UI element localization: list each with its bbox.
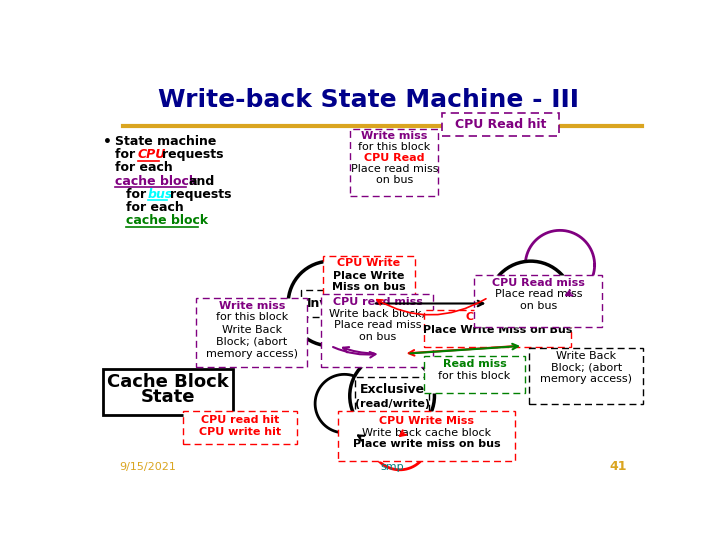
Text: Exclusive: Exclusive	[359, 383, 425, 396]
Bar	[497, 287, 564, 320]
Text: on bus: on bus	[376, 174, 413, 185]
Text: cache block: cache block	[127, 214, 209, 227]
Text: Block; (abort: Block; (abort	[216, 337, 287, 347]
Text: 41: 41	[609, 460, 627, 473]
Text: Write-back State Machine - III: Write-back State Machine - III	[158, 88, 580, 112]
Text: CPU write hit: CPU write hit	[199, 427, 281, 437]
Text: and: and	[189, 174, 215, 187]
Text: Write miss: Write miss	[361, 131, 428, 141]
Text: on bus: on bus	[520, 301, 557, 311]
Text: on bus: on bus	[359, 332, 396, 342]
Circle shape	[488, 261, 573, 346]
Text: cache block: cache block	[115, 174, 197, 187]
Text: Place read miss: Place read miss	[495, 289, 582, 299]
Text: for each: for each	[115, 161, 173, 174]
Text: Block; (abort: Block; (abort	[551, 362, 622, 373]
Text: for this block: for this block	[438, 371, 510, 381]
Text: memory access): memory access)	[206, 348, 298, 359]
Text: Place read miss: Place read miss	[351, 164, 438, 174]
Text: for: for	[127, 188, 151, 201]
Bar	[355, 377, 429, 415]
Text: requests: requests	[171, 188, 232, 201]
Text: 9/15/2021: 9/15/2021	[119, 462, 176, 472]
Text: (read/write): (read/write)	[355, 399, 430, 409]
Text: for this block: for this block	[359, 142, 431, 152]
Bar	[323, 256, 415, 296]
Text: Place Write: Place Write	[333, 271, 405, 281]
Text: Shared: Shared	[505, 292, 556, 305]
Text: Place read miss: Place read miss	[334, 320, 421, 330]
Bar	[321, 294, 433, 367]
Text: smp: smp	[380, 462, 404, 472]
Text: memory access): memory access)	[540, 374, 632, 384]
Text: CPU Read: CPU Read	[364, 153, 425, 163]
Text: State: State	[141, 388, 195, 407]
Bar	[425, 356, 525, 393]
Text: CPU Write: CPU Write	[466, 312, 529, 322]
Text: Invalid: Invalid	[307, 297, 354, 310]
Text: State machine: State machine	[115, 136, 216, 148]
Text: Write back cache block: Write back cache block	[362, 428, 491, 438]
Bar	[442, 112, 559, 136]
Text: Place Write Miss on Bus: Place Write Miss on Bus	[423, 325, 572, 335]
Bar	[474, 275, 601, 327]
Bar	[196, 298, 307, 367]
Text: CPU Read hit: CPU Read hit	[455, 118, 546, 131]
Text: CPU read hit: CPU read hit	[200, 415, 279, 425]
Text: Write Back: Write Back	[222, 326, 282, 335]
Text: Write Back: Write Back	[556, 351, 616, 361]
Text: for each: for each	[127, 201, 184, 214]
Text: for: for	[115, 148, 140, 161]
Text: CPU Read miss: CPU Read miss	[492, 278, 585, 288]
Text: for this block: for this block	[216, 312, 288, 322]
Text: Cache Block: Cache Block	[107, 373, 229, 391]
Text: requests: requests	[162, 148, 223, 161]
Bar	[350, 129, 438, 197]
Bar	[104, 369, 233, 415]
Text: Place write miss on bus: Place write miss on bus	[353, 440, 500, 449]
Circle shape	[350, 354, 434, 438]
Bar	[529, 348, 643, 403]
Text: CPU: CPU	[138, 148, 166, 161]
Text: Read miss: Read miss	[443, 359, 506, 369]
Text: (read/only): (read/only)	[496, 306, 565, 316]
Bar	[183, 411, 297, 444]
Bar	[301, 291, 360, 316]
Text: Miss on bus: Miss on bus	[332, 281, 406, 292]
Text: bus: bus	[148, 188, 174, 201]
Text: •: •	[104, 135, 112, 149]
Bar	[425, 309, 571, 347]
Text: CPU Write Miss: CPU Write Miss	[379, 416, 474, 426]
Bar	[338, 411, 516, 461]
Text: CPU Write: CPU Write	[338, 259, 400, 268]
Text: Write miss: Write miss	[219, 301, 285, 311]
Circle shape	[288, 261, 373, 346]
Text: CPU read miss: CPU read miss	[333, 297, 423, 307]
Text: Write back block,: Write back block,	[330, 308, 426, 319]
